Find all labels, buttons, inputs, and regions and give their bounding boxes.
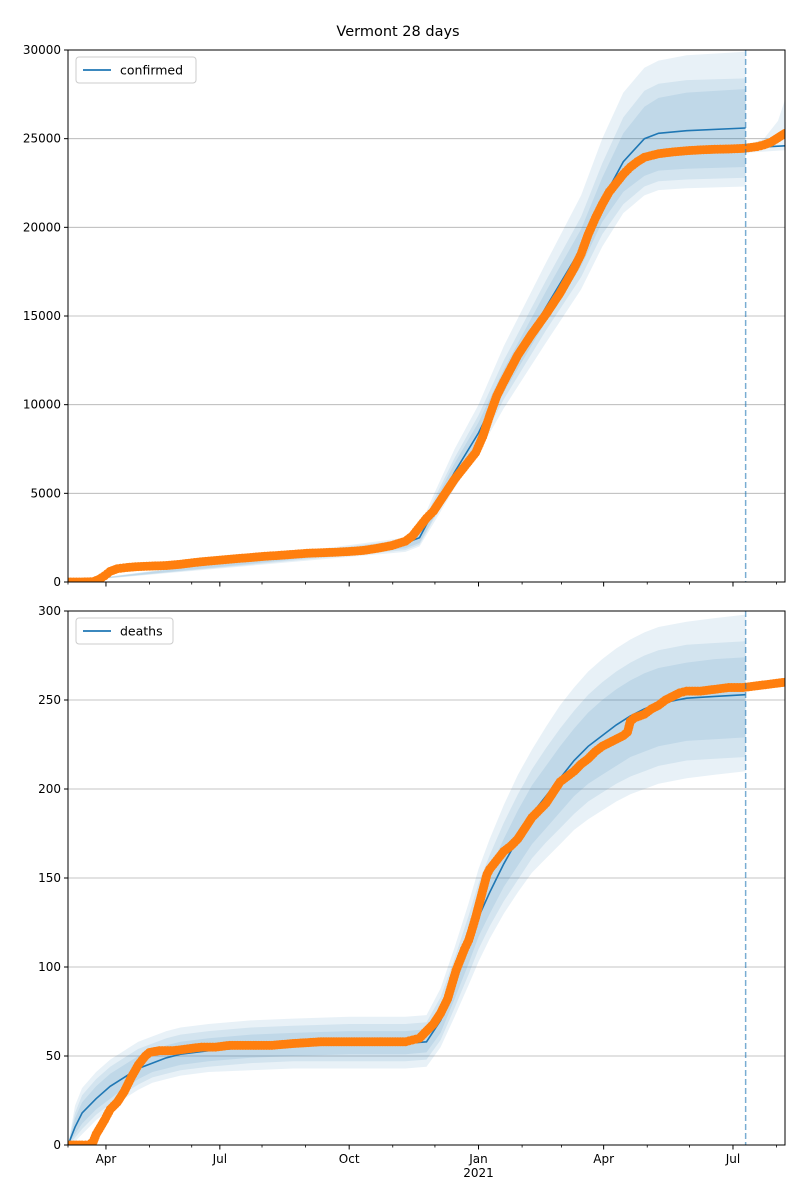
deaths-band-outer bbox=[68, 614, 746, 1145]
x-year-label: 2021 bbox=[463, 1166, 494, 1180]
legend: confirmed bbox=[75, 56, 197, 84]
x-tick-label: Oct bbox=[339, 1152, 360, 1166]
confirmed-observed bbox=[68, 128, 785, 582]
x-tick-label: Jul bbox=[725, 1152, 740, 1166]
y-tick-label: 100 bbox=[38, 960, 61, 974]
legend: deaths bbox=[75, 617, 174, 645]
data-point bbox=[780, 128, 785, 138]
deaths-panel: 0 50 100 150 200 250 300 Apr Jul Oct Jan Apr Jul 2021… bbox=[38, 604, 786, 1180]
y-tick-label: 200 bbox=[38, 782, 61, 796]
confirmed-band-inner bbox=[68, 89, 746, 582]
legend-label: deaths bbox=[120, 624, 163, 639]
confirmed-panel: 0 5000 10000 15000 20000 25000 30000 confirmed bbox=[23, 43, 786, 589]
y-tick-label: 15000 bbox=[23, 309, 61, 323]
chart-title: Vermont 28 days bbox=[336, 24, 459, 40]
legend-box bbox=[75, 56, 197, 84]
x-tick-label: Apr bbox=[96, 1152, 117, 1166]
legend-label: confirmed bbox=[120, 63, 183, 78]
deaths-observed bbox=[68, 677, 785, 1145]
y-tick-label: 250 bbox=[38, 693, 61, 707]
deaths-band-inner bbox=[68, 657, 746, 1145]
x-tick-label: Jul bbox=[212, 1152, 227, 1166]
x-tick-label: Jan bbox=[468, 1152, 488, 1166]
y-tick-label: 300 bbox=[38, 604, 61, 618]
confirmed-band-outer bbox=[68, 51, 746, 582]
y-tick-label: 0 bbox=[53, 1138, 61, 1152]
data-point bbox=[780, 677, 785, 687]
y-tick-label: 5000 bbox=[30, 486, 61, 500]
plot-area bbox=[68, 614, 785, 1145]
y-tick-label: 25000 bbox=[23, 132, 61, 146]
confirmed bbox=[68, 127, 746, 582]
y-tick-label: 0 bbox=[53, 575, 61, 589]
confirmed-band-mid bbox=[68, 78, 746, 582]
y-tick-label: 10000 bbox=[23, 398, 61, 412]
legend-box bbox=[75, 617, 174, 645]
y-tick-label: 20000 bbox=[23, 220, 61, 234]
y-tick-label: 150 bbox=[38, 871, 61, 885]
x-tick-label: Apr bbox=[593, 1152, 614, 1166]
y-tick-label: 50 bbox=[46, 1049, 61, 1063]
plot-area bbox=[68, 51, 785, 582]
y-tick-label: 30000 bbox=[23, 43, 61, 57]
